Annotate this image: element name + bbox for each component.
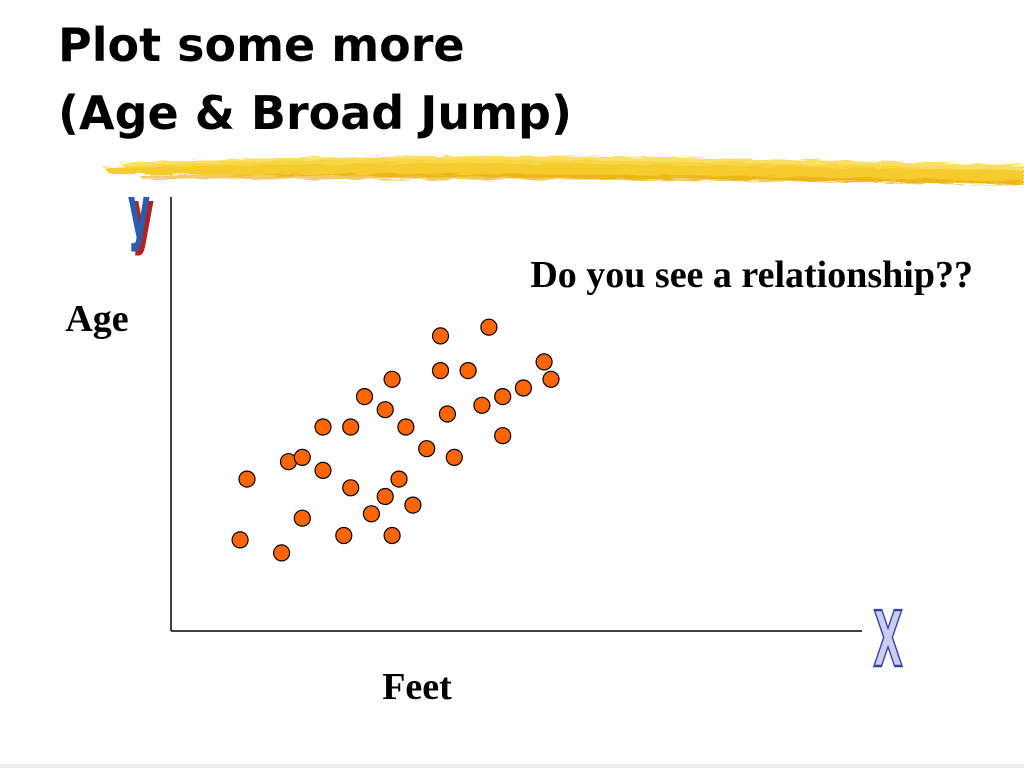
data-point <box>238 470 256 488</box>
x-axis-label: Feet <box>382 666 452 708</box>
data-point <box>542 370 560 388</box>
data-point <box>418 440 436 458</box>
data-point <box>480 318 498 336</box>
slide-title-line-2: (Age & Broad Jump) <box>58 86 572 140</box>
data-point <box>397 418 415 436</box>
data-point <box>342 418 360 436</box>
highlighter-band <box>104 155 1024 185</box>
y-axis-letter: y y <box>128 171 154 258</box>
data-point <box>445 448 463 466</box>
data-point <box>383 370 401 388</box>
data-point <box>293 509 311 527</box>
data-point <box>362 505 380 523</box>
data-point <box>314 418 332 436</box>
y-axis-label: Age <box>65 298 128 340</box>
data-point <box>293 448 311 466</box>
data-point <box>390 470 408 488</box>
data-point <box>231 531 249 549</box>
data-point <box>431 362 450 380</box>
data-point <box>494 388 512 406</box>
data-point <box>342 479 360 497</box>
data-point <box>514 379 533 397</box>
data-point <box>273 544 291 562</box>
slide-title-line-1: Plot some more <box>58 18 465 72</box>
data-point <box>376 487 394 506</box>
data-point <box>459 362 477 380</box>
data-point <box>494 427 512 445</box>
question-text: Do you see a relationship?? <box>530 254 973 296</box>
data-point <box>383 526 401 545</box>
data-point <box>404 496 422 514</box>
data-point <box>335 526 353 545</box>
data-point <box>438 405 456 423</box>
data-point <box>314 461 332 479</box>
y-letter-shadow: y <box>132 175 154 258</box>
footer-band <box>0 764 1024 768</box>
data-point <box>535 353 553 371</box>
highlighter-stroke <box>104 155 1024 185</box>
x-letter: X <box>873 596 903 685</box>
data-point <box>376 401 394 419</box>
x-axis-letter: X <box>872 596 903 686</box>
data-points <box>231 318 560 562</box>
data-point <box>355 388 374 406</box>
y-letter: y <box>128 171 150 254</box>
data-point <box>431 327 450 345</box>
data-point <box>473 396 491 414</box>
